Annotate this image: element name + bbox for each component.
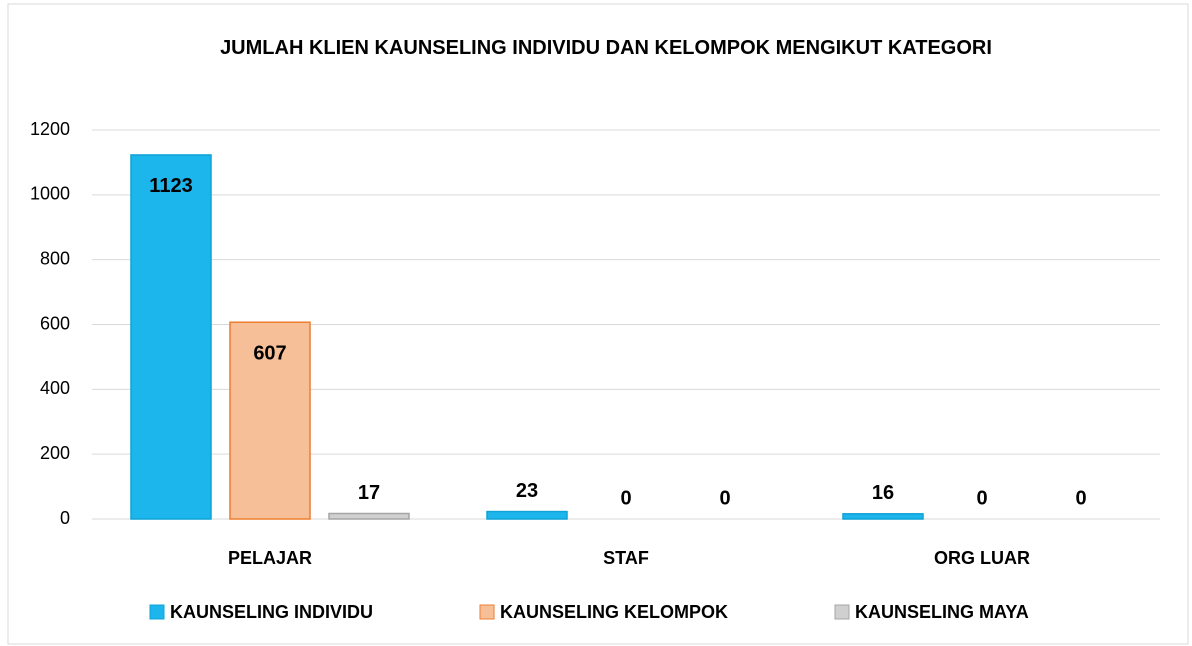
data-label: 17 bbox=[358, 482, 380, 504]
legend-label: KAUNSELING MAYA bbox=[855, 602, 1029, 622]
y-tick-label: 800 bbox=[40, 248, 70, 268]
bar bbox=[328, 512, 410, 520]
x-tick-label: ORG LUAR bbox=[934, 548, 1030, 568]
y-tick-label: 600 bbox=[40, 313, 70, 333]
data-label: 0 bbox=[620, 487, 631, 509]
bar bbox=[130, 154, 212, 520]
y-tick-label: 200 bbox=[40, 443, 70, 463]
legend-swatch bbox=[479, 604, 495, 620]
bar bbox=[842, 513, 924, 520]
legend-swatch bbox=[149, 604, 165, 620]
x-tick-label: PELAJAR bbox=[228, 548, 312, 568]
x-tick-label: STAF bbox=[603, 548, 649, 568]
data-label: 16 bbox=[872, 482, 894, 504]
y-tick-label: 1000 bbox=[30, 184, 70, 204]
y-tick-label: 0 bbox=[60, 508, 70, 528]
data-label: 0 bbox=[976, 487, 987, 509]
legend-label: KAUNSELING INDIVIDU bbox=[170, 602, 373, 622]
chart-title: JUMLAH KLIEN KAUNSELING INDIVIDU DAN KEL… bbox=[220, 37, 992, 59]
data-label: 23 bbox=[516, 480, 538, 502]
legend-swatch bbox=[834, 604, 850, 620]
data-label: 607 bbox=[253, 343, 286, 365]
data-label: 0 bbox=[1075, 487, 1086, 509]
y-tick-label: 400 bbox=[40, 378, 70, 398]
y-tick-label: 1200 bbox=[30, 119, 70, 139]
data-label: 0 bbox=[719, 487, 730, 509]
data-label: 1123 bbox=[149, 175, 192, 197]
bar bbox=[229, 321, 311, 520]
legend-label: KAUNSELING KELOMPOK bbox=[500, 602, 728, 622]
bar bbox=[486, 510, 568, 520]
